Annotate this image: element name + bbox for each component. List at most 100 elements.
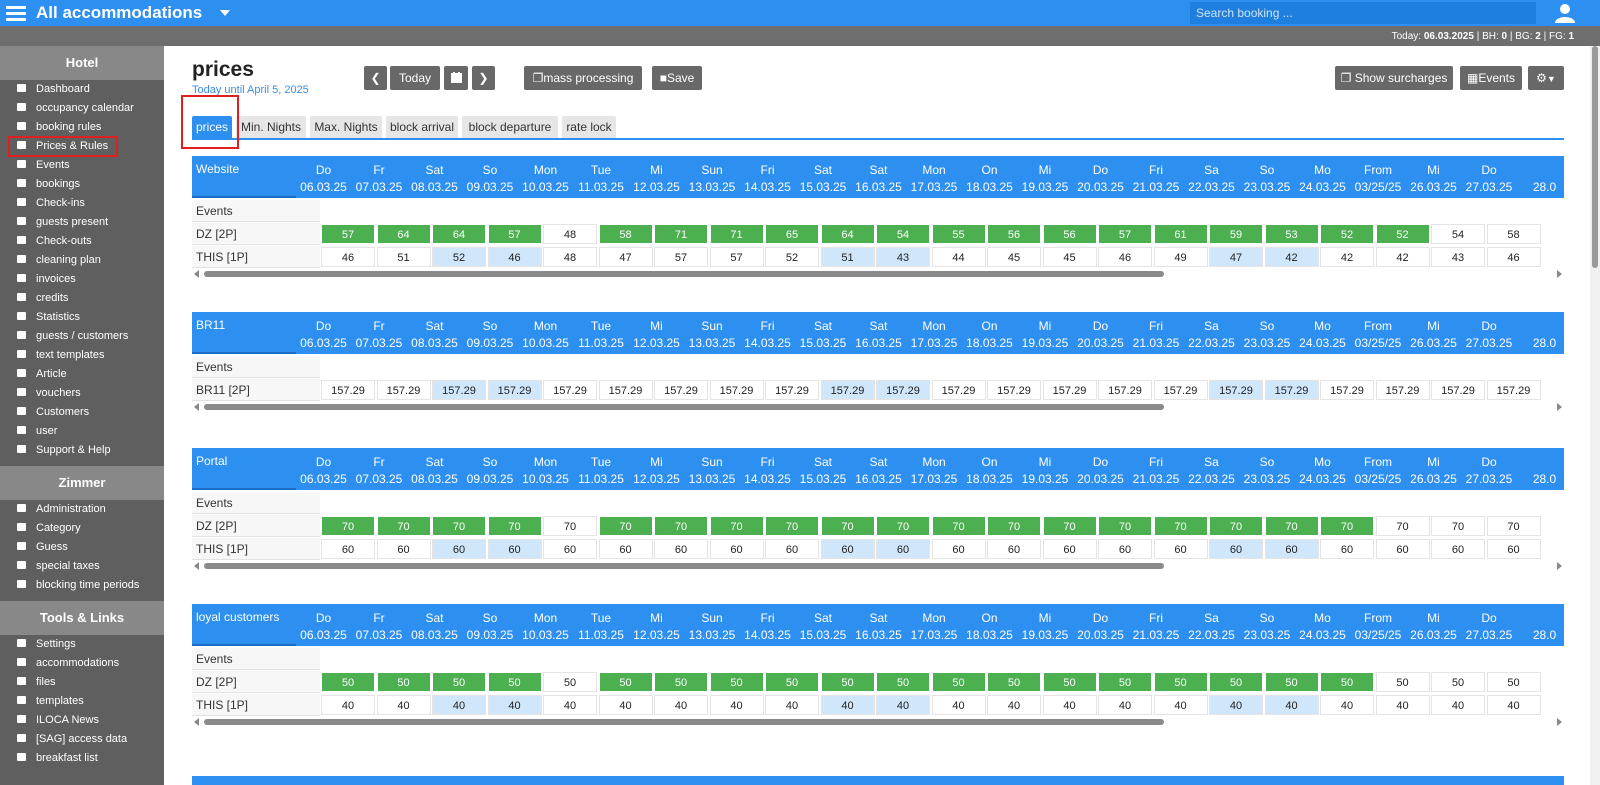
sidebar-item-cleaning-plan[interactable]: cleaning plan <box>0 251 164 270</box>
price-cell[interactable]: 60 <box>987 539 1041 559</box>
price-cell[interactable]: 51 <box>820 247 875 267</box>
price-cell[interactable]: 70 <box>543 516 597 536</box>
price-cell[interactable]: 40 <box>1431 695 1485 715</box>
price-cell[interactable]: 70 <box>1264 516 1319 536</box>
price-cell[interactable]: 70 <box>765 516 819 536</box>
price-cell[interactable]: 40 <box>487 695 542 715</box>
price-cell[interactable]: 70 <box>321 516 375 536</box>
price-cell[interactable]: 70 <box>598 516 653 536</box>
scroll-thumb[interactable] <box>1592 46 1598 268</box>
page-scrollbar[interactable] <box>1590 46 1600 785</box>
tab-rate-lock[interactable]: rate lock <box>562 116 616 138</box>
sidebar-item-special-taxes[interactable]: special taxes <box>0 557 164 576</box>
save-button[interactable]: ■Save <box>652 66 702 90</box>
price-cell[interactable]: 48 <box>543 247 597 267</box>
price-cell[interactable]: 40 <box>543 695 597 715</box>
tab-block-arrival[interactable]: block arrival <box>386 116 458 138</box>
price-cell[interactable]: 70 <box>987 516 1041 536</box>
price-cell[interactable]: 60 <box>598 539 653 559</box>
price-cell[interactable]: 50 <box>487 672 542 692</box>
price-cell[interactable]: 50 <box>876 672 930 692</box>
price-cell[interactable]: 157.29 <box>432 380 486 400</box>
price-cell[interactable]: 54 <box>876 224 930 244</box>
price-cell[interactable]: 70 <box>487 516 542 536</box>
price-cell[interactable]: 58 <box>1486 224 1541 244</box>
price-cell[interactable]: 157.29 <box>987 380 1041 400</box>
price-cell[interactable]: 50 <box>1264 672 1319 692</box>
price-cell[interactable]: 157.29 <box>876 380 930 400</box>
sidebar-item-prices-rules[interactable]: Prices & Rules <box>8 136 118 157</box>
sidebar-item-occupancy-calendar[interactable]: occupancy calendar <box>0 99 164 118</box>
price-cell[interactable]: 43 <box>1431 247 1485 267</box>
sidebar-item-check-ins[interactable]: Check-ins <box>0 194 164 213</box>
price-cell[interactable]: 60 <box>1320 539 1374 559</box>
price-cell[interactable]: 60 <box>1431 539 1485 559</box>
price-cell[interactable]: 52 <box>765 247 819 267</box>
events-button[interactable]: ▦Events <box>1460 66 1522 90</box>
price-cell[interactable]: 60 <box>1098 539 1152 559</box>
sidebar-item-accommodations[interactable]: accommodations <box>0 654 164 673</box>
price-cell[interactable]: 64 <box>432 224 486 244</box>
price-cell[interactable]: 157.29 <box>1264 380 1319 400</box>
price-cell[interactable]: 40 <box>931 695 986 715</box>
sidebar-item-blocking-time-periods[interactable]: blocking time periods <box>0 576 164 595</box>
price-cell[interactable]: 70 <box>1320 516 1374 536</box>
price-cell[interactable]: 70 <box>1098 516 1152 536</box>
price-cell[interactable]: 157.29 <box>709 380 764 400</box>
price-cell[interactable]: 60 <box>931 539 986 559</box>
price-cell[interactable]: 157.29 <box>598 380 653 400</box>
price-cell[interactable]: 47 <box>1209 247 1263 267</box>
app-title[interactable]: All accommodations <box>36 3 203 22</box>
mass-processing-button[interactable]: ❐mass processing <box>524 66 642 90</box>
price-cell[interactable]: 46 <box>487 247 542 267</box>
horizontal-scrollbar[interactable] <box>192 561 1564 571</box>
sidebar-item-user[interactable]: user <box>0 422 164 441</box>
price-cell[interactable]: 57 <box>321 224 375 244</box>
price-cell[interactable]: 54 <box>1431 224 1485 244</box>
price-cell[interactable]: 70 <box>1042 516 1097 536</box>
price-cell[interactable]: 44 <box>931 247 986 267</box>
price-cell[interactable]: 55 <box>931 224 986 244</box>
price-cell[interactable]: 157.29 <box>931 380 986 400</box>
price-cell[interactable]: 60 <box>1486 539 1541 559</box>
price-cell[interactable]: 50 <box>709 672 764 692</box>
price-cell[interactable]: 48 <box>543 224 597 244</box>
price-cell[interactable]: 50 <box>1098 672 1152 692</box>
price-cell[interactable]: 56 <box>1042 224 1097 244</box>
price-cell[interactable]: 157.29 <box>765 380 819 400</box>
sidebar-item-administration[interactable]: Administration <box>0 500 164 519</box>
price-cell[interactable]: 52 <box>432 247 486 267</box>
sidebar-item-iloca-news[interactable]: ILOCA News <box>0 711 164 730</box>
price-cell[interactable]: 43 <box>876 247 930 267</box>
tab-max-nights[interactable]: Max. Nights <box>310 116 382 138</box>
price-cell[interactable]: 50 <box>543 672 597 692</box>
price-cell[interactable]: 70 <box>709 516 764 536</box>
price-cell[interactable]: 60 <box>876 539 930 559</box>
tab-block-departure[interactable]: block departure <box>462 116 558 138</box>
price-cell[interactable]: 46 <box>1486 247 1541 267</box>
price-cell[interactable]: 50 <box>931 672 986 692</box>
scroll-left-arrow-icon[interactable] <box>194 270 199 278</box>
price-cell[interactable]: 50 <box>765 672 819 692</box>
price-cell[interactable]: 50 <box>1431 672 1485 692</box>
sidebar-item-category[interactable]: Category <box>0 519 164 538</box>
price-cell[interactable]: 64 <box>820 224 875 244</box>
price-cell[interactable]: 42 <box>1320 247 1374 267</box>
sidebar-item-settings[interactable]: Settings <box>0 635 164 654</box>
price-cell[interactable]: 40 <box>1264 695 1319 715</box>
price-cell[interactable]: 70 <box>432 516 486 536</box>
price-cell[interactable]: 157.29 <box>1375 380 1430 400</box>
price-cell[interactable]: 40 <box>432 695 486 715</box>
sidebar-item-sag-access-data[interactable]: [SAG] access data <box>0 730 164 749</box>
price-cell[interactable]: 70 <box>1153 516 1208 536</box>
scroll-left-arrow-icon[interactable] <box>194 718 199 726</box>
price-cell[interactable]: 40 <box>1320 695 1374 715</box>
price-cell[interactable]: 40 <box>1153 695 1208 715</box>
price-cell[interactable]: 70 <box>931 516 986 536</box>
price-cell[interactable]: 50 <box>1153 672 1208 692</box>
scroll-right-arrow-icon[interactable] <box>1557 270 1562 278</box>
price-cell[interactable]: 56 <box>987 224 1041 244</box>
price-cell[interactable]: 50 <box>376 672 431 692</box>
price-cell[interactable]: 50 <box>1209 672 1263 692</box>
sidebar-item-statistics[interactable]: Statistics <box>0 308 164 327</box>
